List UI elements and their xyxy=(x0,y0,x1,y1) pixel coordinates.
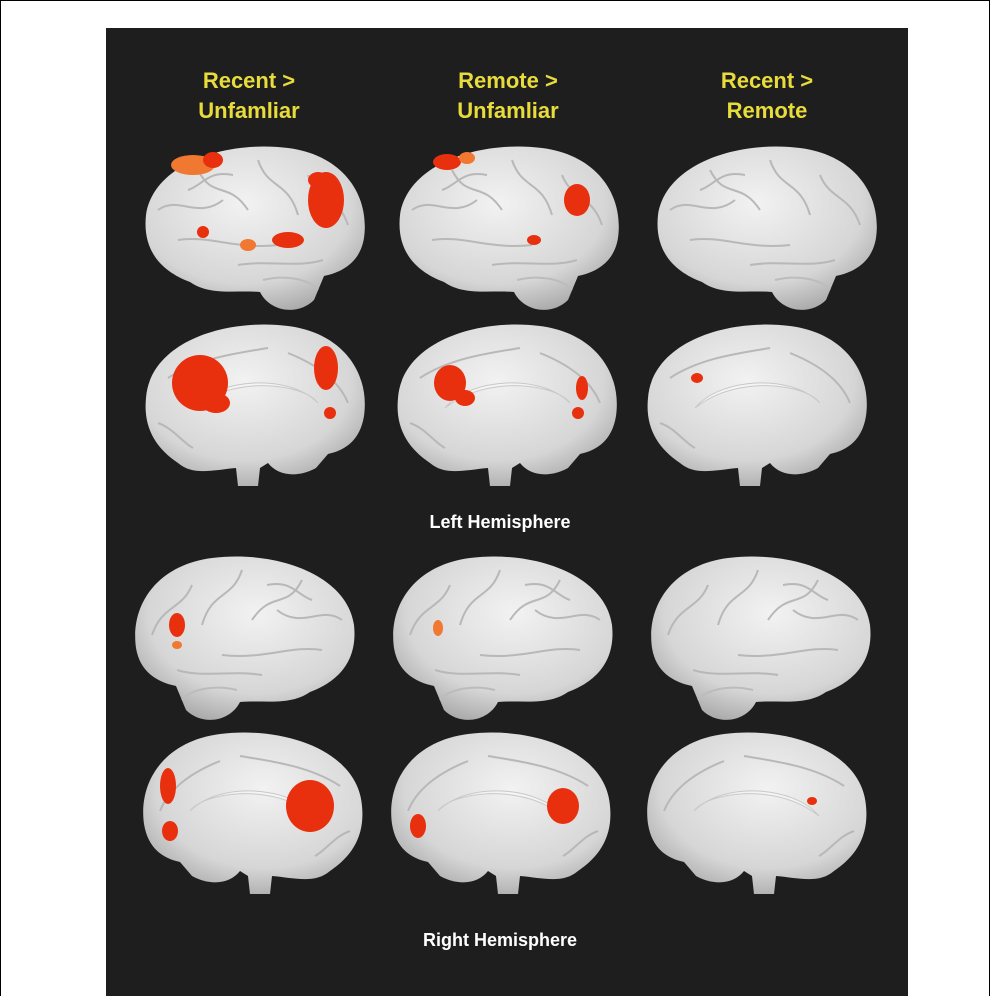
column-headers: Recent > Unfamliar Remote > Unfamliar Re… xyxy=(198,68,813,123)
brain-image xyxy=(646,731,868,895)
brain-image xyxy=(390,731,612,895)
column-header: Remote xyxy=(727,98,808,123)
brain-image xyxy=(646,323,868,487)
section-label: Left Hemisphere xyxy=(429,512,570,532)
brain-image xyxy=(144,145,366,311)
brain-image xyxy=(134,555,356,721)
section-label: Right Hemisphere xyxy=(423,930,577,950)
brain-image xyxy=(392,555,614,721)
brain-image xyxy=(142,731,364,895)
brain-image xyxy=(144,323,366,487)
column-header: Unfamliar xyxy=(457,98,559,123)
column-header: Recent > xyxy=(203,68,295,93)
column-header: Remote > xyxy=(458,68,558,93)
brain-image xyxy=(398,145,620,311)
column-header: Recent > xyxy=(721,68,813,93)
brain-image xyxy=(396,323,618,487)
column-header: Unfamliar xyxy=(198,98,300,123)
